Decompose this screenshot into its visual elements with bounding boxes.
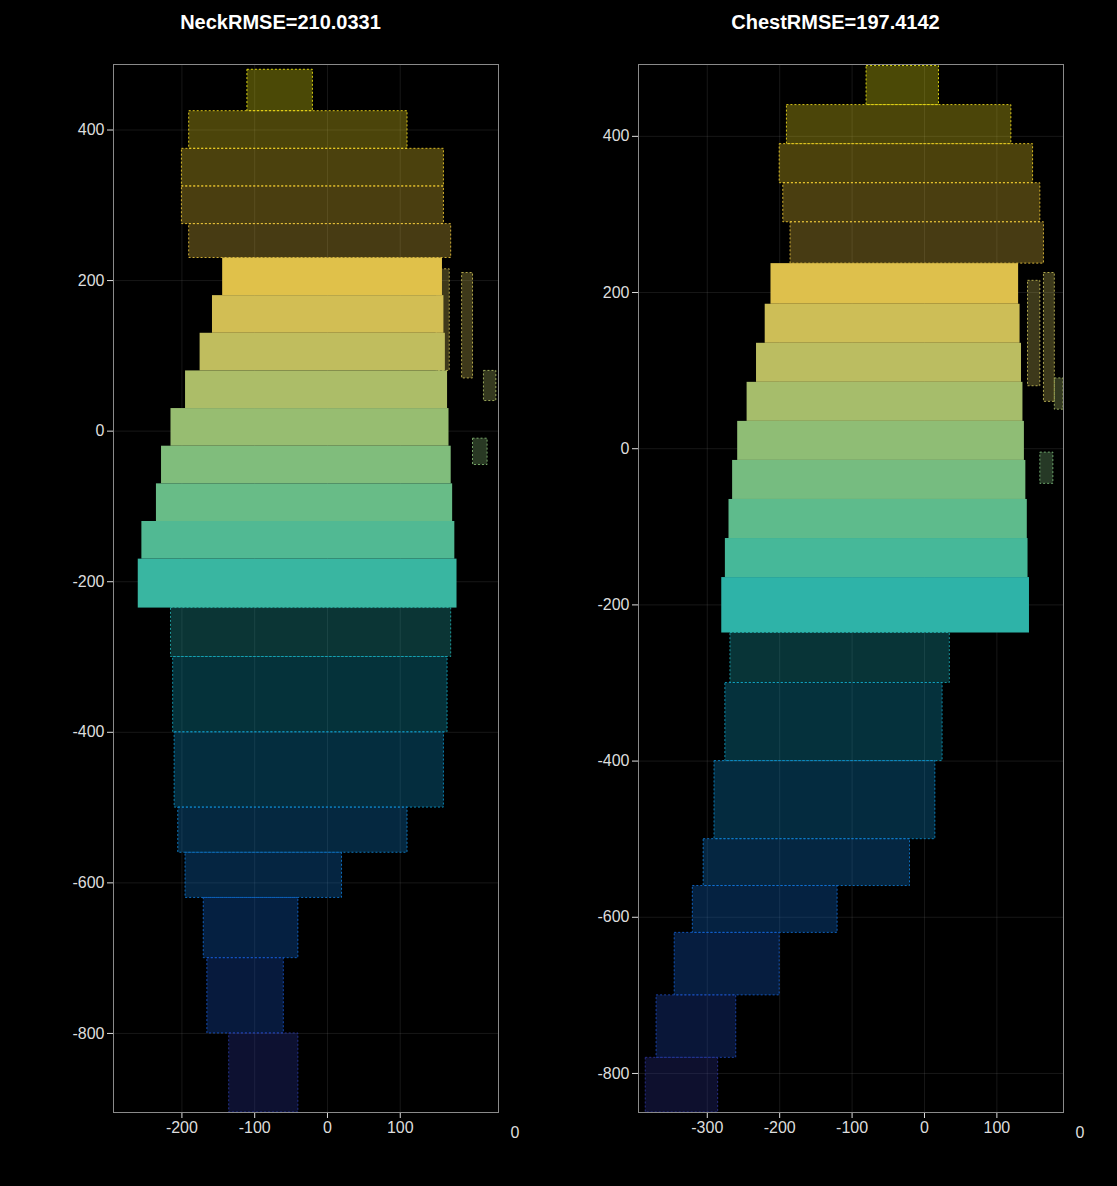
svg-text:-200: -200 xyxy=(72,573,104,590)
svg-text:100: 100 xyxy=(387,1119,414,1136)
html-text:ChestRMSE=197.4142: ChestRMSE=197.4142 xyxy=(731,11,940,33)
svg-text:0: 0 xyxy=(511,1124,520,1141)
svg-text:-400: -400 xyxy=(597,752,629,769)
svg-text:-100: -100 xyxy=(836,1119,868,1136)
svg-text:-800: -800 xyxy=(597,1065,629,1082)
svg-text:200: 200 xyxy=(603,284,630,301)
svg-text:0: 0 xyxy=(1076,1124,1085,1141)
svg-text:200: 200 xyxy=(78,272,105,289)
svg-text:100: 100 xyxy=(984,1119,1011,1136)
svg-text:-100: -100 xyxy=(239,1119,271,1136)
svg-text:0: 0 xyxy=(920,1119,929,1136)
svg-text:-200: -200 xyxy=(166,1119,198,1136)
svg-text:0: 0 xyxy=(323,1119,332,1136)
svg-text:-200: -200 xyxy=(764,1119,796,1136)
svg-text:-300: -300 xyxy=(691,1119,723,1136)
svg-text:400: 400 xyxy=(78,121,105,138)
svg-text:400: 400 xyxy=(603,127,630,144)
svg-text:-600: -600 xyxy=(72,874,104,891)
svg-text:0: 0 xyxy=(621,440,630,457)
svg-text:0: 0 xyxy=(96,422,105,439)
html-text:NeckRMSE=210.0331: NeckRMSE=210.0331 xyxy=(180,11,381,33)
svg-text:-400: -400 xyxy=(72,723,104,740)
svg-text:-600: -600 xyxy=(597,908,629,925)
svg-text:-200: -200 xyxy=(597,596,629,613)
svg-text:-800: -800 xyxy=(72,1025,104,1042)
